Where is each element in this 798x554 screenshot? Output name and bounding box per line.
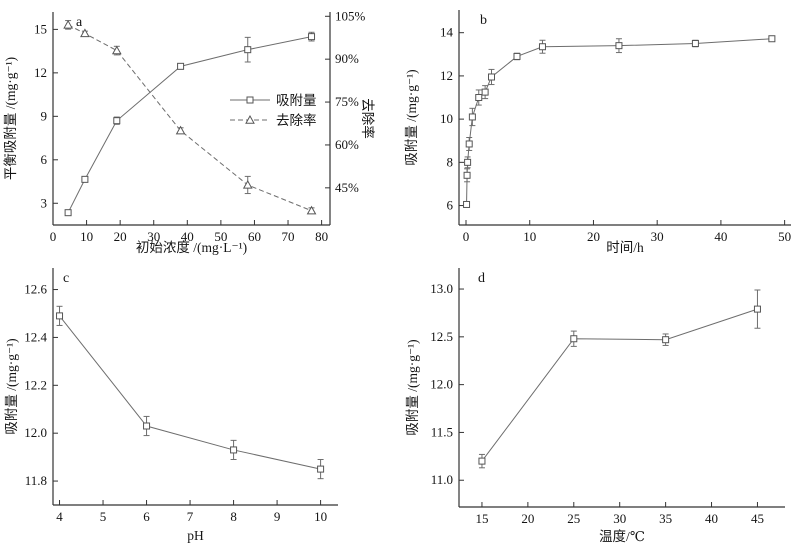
svg-text:5: 5 — [100, 509, 107, 524]
svg-text:11.0: 11.0 — [431, 472, 453, 487]
chart-panel-b: 0 10 20 30 40 50 6 8 10 12 14 时间/h 吸附量 /(mg·g⁻¹) b — [400, 0, 798, 260]
svg-text:30: 30 — [613, 511, 626, 526]
svg-text:8: 8 — [447, 154, 454, 169]
svg-text:温度/℃: 温度/℃ — [599, 529, 645, 544]
svg-text:c: c — [63, 271, 69, 286]
svg-text:45: 45 — [751, 511, 764, 526]
svg-text:d: d — [478, 271, 485, 286]
svg-text:平衡吸附量 /(mg·g⁻¹): 平衡吸附量 /(mg·g⁻¹) — [3, 57, 18, 180]
svg-text:6: 6 — [41, 152, 48, 167]
svg-text:45%: 45% — [335, 180, 359, 195]
svg-text:50: 50 — [778, 229, 791, 244]
svg-text:去除率: 去除率 — [276, 112, 317, 128]
svg-text:吸附量 /(mg·g⁻¹): 吸附量 /(mg·g⁻¹) — [405, 339, 420, 435]
svg-text:30: 30 — [147, 229, 160, 244]
svg-text:70: 70 — [282, 229, 295, 244]
svg-text:0: 0 — [50, 229, 57, 244]
chart-panel-a: 0 10 20 30 40 50 60 70 80 3 6 9 12 15 45% 60% 75% 90% 105%… — [0, 0, 400, 260]
svg-text:pH: pH — [187, 528, 204, 543]
svg-text:8: 8 — [230, 509, 237, 524]
svg-text:吸附量 /(mg·g⁻¹): 吸附量 /(mg·g⁻¹) — [404, 69, 419, 165]
svg-text:90%: 90% — [335, 51, 359, 66]
svg-text:3: 3 — [41, 195, 48, 210]
svg-text:20: 20 — [521, 511, 534, 526]
svg-text:12.6: 12.6 — [24, 282, 47, 297]
svg-text:a: a — [76, 15, 83, 30]
svg-text:去除率: 去除率 — [360, 98, 376, 139]
svg-text:11.5: 11.5 — [431, 424, 453, 439]
svg-text:12: 12 — [34, 65, 47, 80]
svg-text:75%: 75% — [335, 94, 359, 109]
svg-text:12.0: 12.0 — [24, 425, 47, 440]
svg-text:20: 20 — [587, 229, 600, 244]
svg-text:12.2: 12.2 — [24, 377, 47, 392]
svg-text:80: 80 — [315, 229, 328, 244]
svg-text:吸附量 /(mg·g⁻¹): 吸附量 /(mg·g⁻¹) — [4, 338, 19, 434]
svg-text:6: 6 — [143, 509, 150, 524]
svg-text:时间/h: 时间/h — [606, 240, 644, 255]
svg-text:15: 15 — [475, 511, 488, 526]
svg-text:12.0: 12.0 — [430, 377, 453, 392]
svg-text:13.0: 13.0 — [430, 281, 453, 296]
svg-text:15: 15 — [34, 21, 47, 36]
chart-panel-c: 4 5 6 7 8 9 10 11.8 12.0 12.2 12.4 12.6 pH 吸附量 /(mg·g… — [0, 260, 400, 554]
svg-text:20: 20 — [114, 229, 127, 244]
svg-text:40: 40 — [714, 229, 727, 244]
svg-text:12: 12 — [440, 68, 453, 83]
svg-text:吸附量: 吸附量 — [276, 93, 317, 108]
svg-text:10: 10 — [440, 111, 453, 126]
svg-text:25: 25 — [567, 511, 580, 526]
svg-text:初始浓度 /(mg·L⁻¹): 初始浓度 /(mg·L⁻¹) — [136, 239, 247, 255]
svg-text:30: 30 — [651, 229, 664, 244]
svg-text:40: 40 — [705, 511, 718, 526]
svg-text:9: 9 — [274, 509, 281, 524]
svg-text:60: 60 — [248, 229, 261, 244]
svg-text:105%: 105% — [335, 8, 366, 23]
svg-text:10: 10 — [523, 229, 536, 244]
svg-text:35: 35 — [659, 511, 672, 526]
svg-text:10: 10 — [314, 509, 327, 524]
svg-text:b: b — [480, 13, 487, 28]
svg-text:12.5: 12.5 — [430, 329, 453, 344]
svg-text:40: 40 — [181, 229, 194, 244]
chart-panel-d: 15 20 25 30 35 40 45 11.0 11.5 12.0 12.5 13.0 温度/℃ 吸附… — [400, 260, 798, 554]
svg-text:12.4: 12.4 — [24, 329, 47, 344]
svg-text:9: 9 — [41, 108, 48, 123]
svg-text:0: 0 — [463, 229, 470, 244]
svg-text:10: 10 — [80, 229, 93, 244]
svg-text:7: 7 — [187, 509, 194, 524]
svg-text:6: 6 — [447, 198, 454, 213]
svg-text:50: 50 — [214, 229, 227, 244]
svg-text:4: 4 — [56, 509, 63, 524]
svg-text:14: 14 — [440, 25, 454, 40]
svg-text:60%: 60% — [335, 137, 359, 152]
svg-text:11.8: 11.8 — [25, 473, 47, 488]
